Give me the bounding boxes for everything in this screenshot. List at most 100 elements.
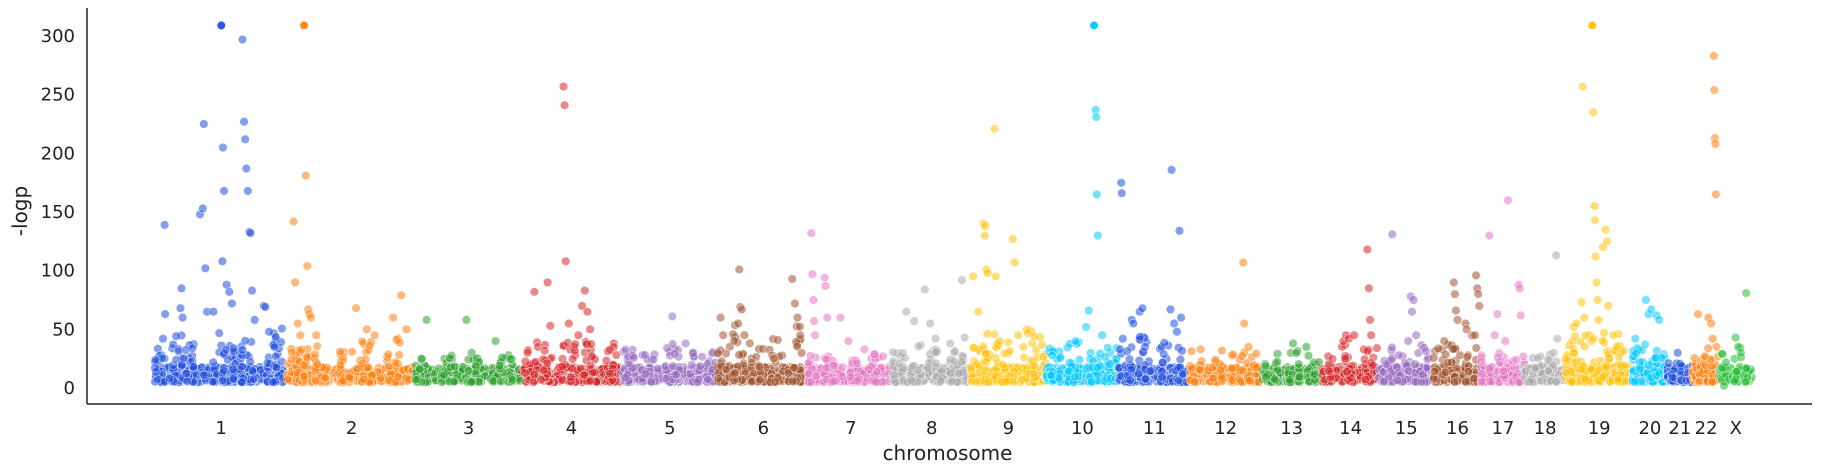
data-point [1166,165,1177,175]
data-point [1140,342,1150,352]
data-point [1137,303,1147,313]
data-point [311,375,321,386]
data-point [1379,376,1389,386]
data-point [1086,377,1097,387]
data-point [703,374,713,385]
data-point [888,347,898,358]
data-point [909,316,919,326]
data-point [306,313,316,323]
data-point [568,354,578,364]
data-point [1324,366,1334,376]
data-point [788,376,798,387]
data-point [792,342,802,352]
data-point [208,307,218,317]
data-point [925,318,935,329]
data-point [1009,257,1020,268]
data-point [1477,369,1487,379]
data-point [1516,310,1526,320]
data-point [1416,377,1427,387]
data-point [312,359,323,369]
data-point [1613,374,1623,384]
data-point [1576,364,1586,374]
data-point [228,374,238,384]
data-point [1158,357,1168,368]
data-point [384,362,394,372]
data-point [936,376,946,386]
data-point [383,349,394,360]
data-point [290,277,300,288]
data-point [835,313,846,323]
data-point [395,338,405,348]
data-point [1484,230,1494,241]
data-point [1461,376,1471,387]
data-point [1261,372,1271,382]
data-point [1590,215,1600,225]
data-point [585,361,596,371]
data-point [282,374,293,384]
data-point [1362,244,1372,255]
data-point [1588,107,1598,117]
data-point [491,336,501,346]
data-point [852,358,862,368]
data-point [973,307,984,317]
data-point [1210,355,1220,365]
data-point [467,348,477,358]
data-point [1448,344,1458,354]
data-point [585,324,595,334]
data-point [200,263,210,273]
data-point [1294,359,1304,369]
data-point [219,366,229,376]
data-point [1340,353,1350,364]
data-point [852,376,862,386]
data-point [734,264,744,275]
data-point [217,256,227,266]
data-point [268,377,278,387]
data-point [1217,345,1227,356]
data-point [1598,372,1608,382]
data-point [1533,353,1543,363]
data-point [573,330,584,340]
data-point [1462,352,1472,362]
data-point [971,377,981,387]
data-point [1103,343,1113,353]
data-point [1590,252,1601,262]
data-point [1272,357,1282,367]
data-point [218,142,228,153]
data-point [667,311,677,322]
data-point [416,354,427,364]
data-point [176,283,187,293]
data-point [1172,327,1182,337]
data-point [1473,289,1483,299]
chromosome-6-points [713,264,814,387]
data-point [1116,178,1126,188]
data-point [629,353,639,363]
data-point [1443,358,1453,368]
data-point [1092,363,1103,373]
data-point [783,368,793,378]
data-point [237,377,247,387]
data-point [1594,315,1604,325]
data-point [150,355,161,365]
data-point [1272,349,1283,359]
data-point [1100,352,1110,362]
data-point [1186,346,1197,356]
data-point [653,363,663,374]
data-point [1592,295,1603,305]
data-point [208,376,218,387]
data-point [991,271,1001,282]
data-point [1301,342,1311,352]
data-point [464,366,474,376]
data-point [1165,304,1176,315]
data-point [1239,318,1249,329]
chromosome-14-points [1317,244,1383,387]
data-point [178,313,188,323]
data-point [1439,336,1449,346]
data-point [1450,289,1460,299]
data-point [570,339,580,349]
data-point [529,370,540,380]
data-point [807,269,818,279]
data-point [1413,348,1423,358]
data-point [1525,376,1535,387]
data-point [422,315,432,325]
data-point [737,304,747,315]
